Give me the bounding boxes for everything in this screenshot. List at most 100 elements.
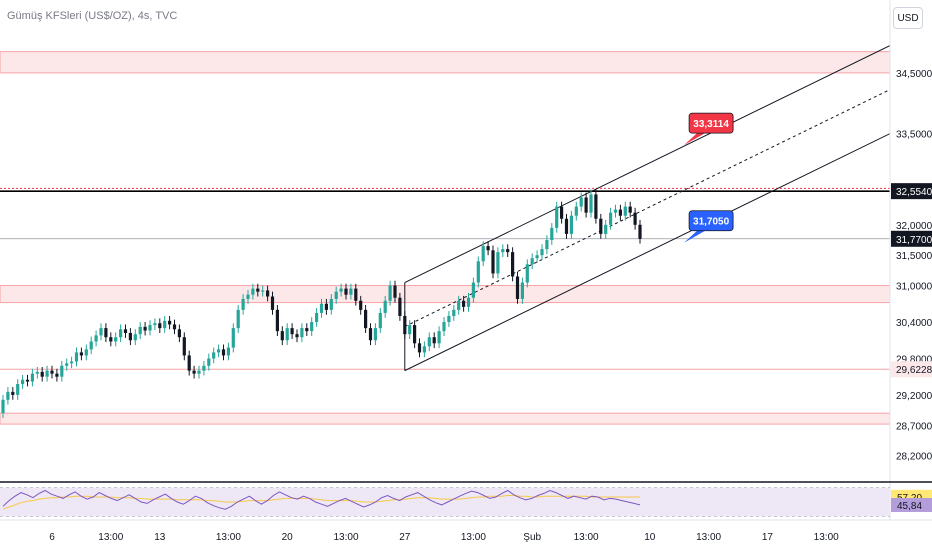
- candle: [618, 204, 622, 221]
- candle: [207, 353, 211, 371]
- candle-body: [388, 285, 392, 301]
- price-label: 31,7700: [896, 235, 932, 246]
- candle-body: [11, 391, 15, 395]
- candle: [501, 244, 505, 258]
- candle-body: [550, 227, 554, 240]
- candle-body: [74, 352, 79, 362]
- candle-body: [447, 315, 451, 323]
- candle-body: [94, 335, 98, 342]
- currency-button[interactable]: USD: [893, 7, 923, 29]
- candle: [99, 323, 103, 341]
- price-tick-label: 29,8000: [896, 354, 932, 365]
- target-label-upper: 33,3114: [684, 112, 734, 146]
- candle: [623, 201, 627, 221]
- candle: [236, 305, 240, 333]
- candle-body: [84, 349, 88, 356]
- time-tick-label: 13:00: [461, 532, 486, 543]
- candle: [94, 330, 98, 347]
- candle: [11, 387, 15, 400]
- candle: [202, 360, 206, 376]
- candle: [481, 241, 485, 267]
- candle-body: [1, 399, 5, 414]
- candle-body: [618, 209, 622, 216]
- candle-body: [452, 309, 456, 316]
- candle: [45, 365, 49, 382]
- candle-body: [310, 322, 314, 332]
- candle: [109, 332, 113, 347]
- candle-body: [604, 224, 608, 234]
- candle: [613, 204, 618, 218]
- candle: [266, 285, 270, 302]
- candle: [339, 283, 343, 297]
- rsi-value-label: 45,84: [897, 501, 922, 512]
- candle-body: [462, 300, 466, 307]
- candle-body: [535, 255, 539, 259]
- candle-body: [413, 325, 417, 344]
- candle-body: [65, 363, 69, 366]
- candle: [334, 286, 338, 304]
- candle: [226, 342, 230, 361]
- candle-body: [305, 328, 309, 332]
- candle: [89, 336, 93, 355]
- candle-body: [50, 370, 54, 374]
- candle-body: [594, 194, 598, 219]
- candle: [506, 244, 510, 258]
- price-tick-label: 30,4000: [896, 318, 932, 329]
- candle-body: [35, 371, 39, 374]
- candle-body: [422, 346, 426, 353]
- candle-body: [339, 288, 343, 292]
- candle-body: [261, 290, 265, 292]
- rsi-band: [0, 487, 890, 517]
- candle-body: [520, 282, 524, 299]
- candle-body: [530, 258, 534, 265]
- time-tick-label: 6: [49, 532, 55, 543]
- candle-body: [574, 206, 578, 216]
- candle: [172, 319, 177, 335]
- candle: [55, 368, 59, 382]
- candle: [241, 294, 245, 315]
- candle: [217, 344, 221, 358]
- candle: [628, 201, 632, 218]
- candle: [197, 365, 201, 379]
- price-tick-label: 32,0000: [896, 221, 932, 232]
- candle: [25, 374, 30, 387]
- candle-body: [300, 328, 304, 338]
- candle-body: [55, 373, 59, 377]
- candle: [221, 344, 226, 361]
- candle: [344, 283, 348, 300]
- candle-body: [182, 337, 186, 356]
- candle-body: [560, 206, 564, 219]
- candle: [638, 219, 642, 244]
- candle: [74, 347, 79, 367]
- candle-body: [491, 250, 495, 274]
- candle: [368, 323, 373, 346]
- candle: [270, 291, 275, 315]
- candle: [540, 244, 544, 261]
- candle: [16, 379, 20, 400]
- candle-body: [393, 285, 397, 298]
- candle: [525, 259, 529, 288]
- candle-body: [40, 371, 44, 377]
- candle-body: [364, 309, 368, 329]
- candle: [295, 329, 299, 343]
- time-tick-label: 13:00: [574, 532, 599, 543]
- candle-body: [280, 331, 284, 341]
- candle: [378, 308, 382, 333]
- candle-body: [114, 337, 118, 342]
- candle: [158, 318, 162, 333]
- candle: [128, 328, 132, 346]
- candle-body: [133, 334, 137, 341]
- candle: [609, 207, 613, 230]
- callout-text: 31,7050: [693, 217, 730, 228]
- candle: [6, 387, 10, 405]
- rsi-line: [2, 489, 641, 510]
- candle-body: [109, 337, 113, 342]
- candle-body: [246, 294, 250, 299]
- candle: [413, 320, 417, 349]
- candle-body: [354, 288, 358, 301]
- candle-body: [481, 246, 485, 262]
- candle-body: [623, 206, 627, 216]
- candle: [427, 332, 431, 352]
